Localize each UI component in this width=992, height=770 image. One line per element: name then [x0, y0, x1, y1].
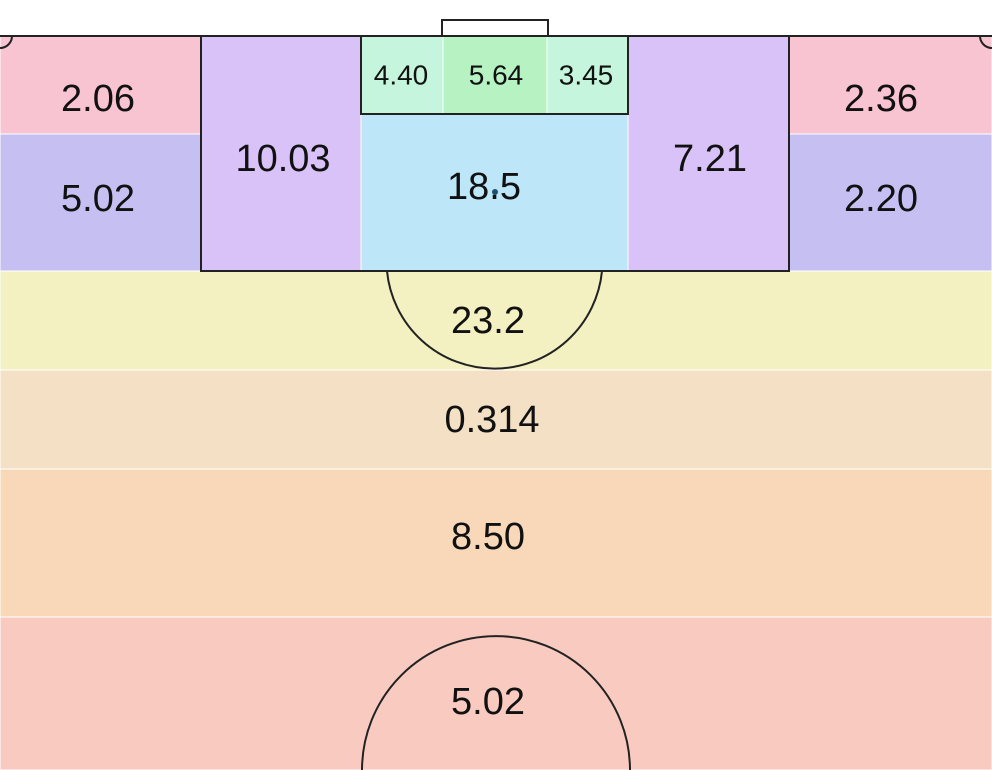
label-six-yard-left: 4.40: [374, 59, 429, 90]
label-arc-band: 23.2: [451, 300, 525, 342]
label-right-box-side: 7.21: [673, 138, 747, 180]
corner-arc-right: [979, 35, 992, 49]
label-right-wide-box: 2.20: [844, 178, 918, 220]
zone-right-wide-box: [788, 133, 992, 272]
label-deep-band: 8.50: [451, 516, 525, 558]
zone-halfway-band: [0, 616, 992, 770]
label-mid-band: 0.314: [444, 399, 539, 441]
corner-arc-left: [0, 35, 13, 49]
label-left-wide-box: 5.02: [61, 178, 135, 220]
goal-frame: [441, 19, 549, 37]
label-six-yard-center: 5.64: [469, 59, 524, 90]
penalty-spot: [492, 189, 498, 195]
six-yard-box-line: [360, 35, 629, 115]
label-right-corner: 2.36: [844, 78, 918, 120]
zone-six-yard-right: [546, 35, 629, 115]
label-penalty-center: 18.5: [447, 166, 521, 208]
label-left-box-side: 10.03: [235, 138, 330, 180]
center-circle: [361, 635, 631, 770]
label-left-corner: 2.06: [61, 78, 135, 120]
pitch-markings: [0, 19, 992, 770]
zone-left-wide-box: [0, 133, 202, 272]
label-halfway-band: 5.02: [451, 681, 525, 723]
zone-deep-band: [0, 468, 992, 618]
zone-six-yard-center: [442, 35, 548, 115]
label-six-yard-right: 3.45: [559, 59, 614, 90]
zone-left-box-side: [200, 35, 362, 272]
penalty-arc: [386, 270, 603, 370]
